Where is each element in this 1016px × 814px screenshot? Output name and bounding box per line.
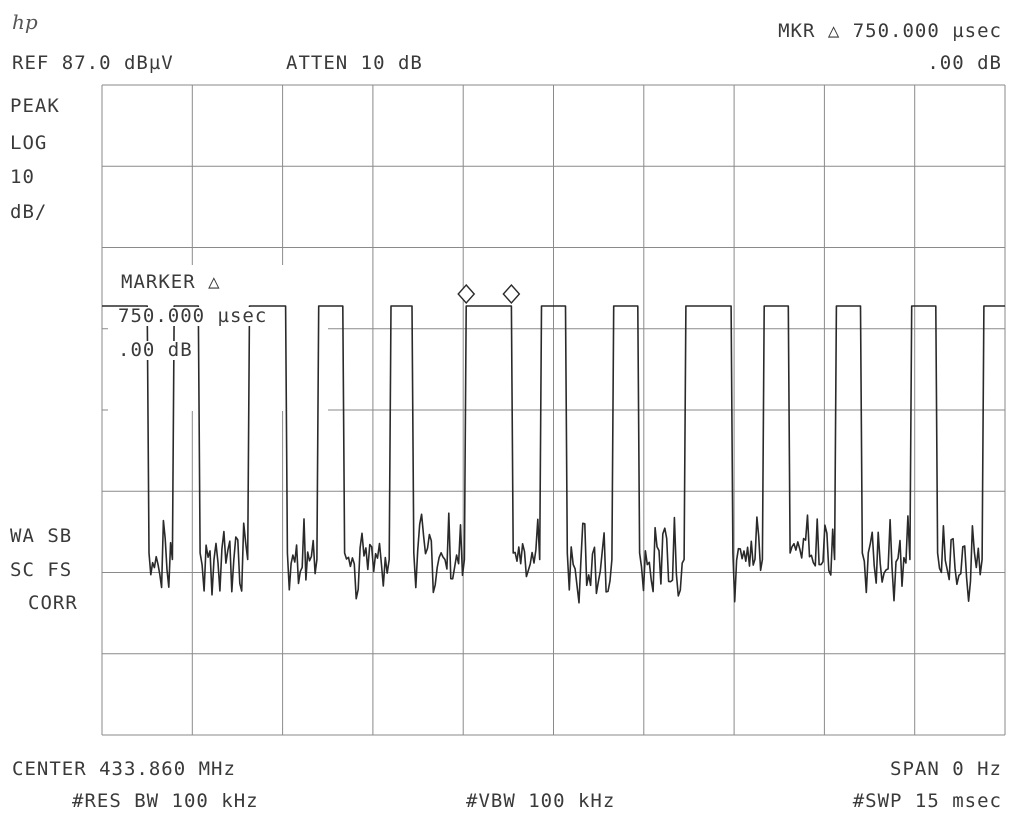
reference-level: REF 87.0 dBµV bbox=[12, 52, 174, 74]
marker-box-level: .00 dB bbox=[115, 341, 196, 360]
video-bandwidth: #VBW 100 kHz bbox=[466, 790, 616, 812]
center-frequency: CENTER 433.860 MHz bbox=[12, 758, 236, 780]
status-sc-fs: SC FS bbox=[10, 559, 73, 581]
scale-mode: LOG bbox=[10, 132, 48, 154]
delta-marker bbox=[502, 283, 521, 305]
sweep-time: #SWP 15 msec bbox=[852, 790, 1002, 812]
marker-box-time: 750.000 µsec bbox=[115, 307, 271, 326]
graticule bbox=[101, 84, 1006, 736]
scale-unit: dB/ bbox=[10, 201, 48, 223]
marker-delta-readout: MKR △ 750.000 µsec bbox=[778, 20, 1002, 42]
hp-logo: hp bbox=[12, 10, 38, 34]
marker-box-title: MARKER △ bbox=[118, 273, 224, 292]
marker-delta-level: .00 dB bbox=[927, 52, 1002, 74]
markers-layer bbox=[457, 283, 521, 305]
trace-layer bbox=[102, 305, 1005, 604]
status-wa-sb: WA SB bbox=[10, 525, 73, 547]
attenuation-setting: ATTEN 10 dB bbox=[286, 52, 423, 74]
status-corr: CORR bbox=[28, 592, 78, 614]
detector-mode: PEAK bbox=[10, 95, 60, 117]
reference-marker bbox=[457, 283, 476, 305]
span-setting: SPAN 0 Hz bbox=[890, 758, 1002, 780]
resolution-bandwidth: #RES BW 100 kHz bbox=[72, 790, 259, 812]
trace-line bbox=[102, 305, 1005, 604]
scale-value: 10 bbox=[10, 166, 35, 188]
